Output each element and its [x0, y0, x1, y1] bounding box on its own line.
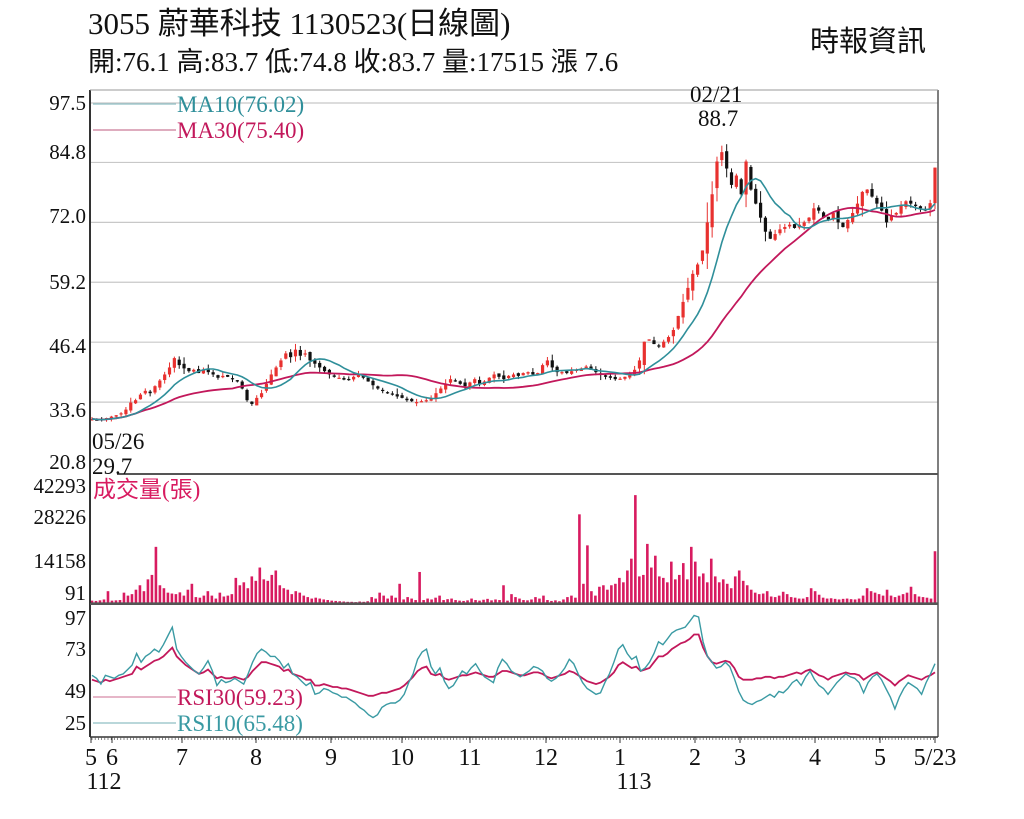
low-date: 05/26	[92, 429, 144, 454]
x-tick-label: 5/23	[914, 745, 957, 771]
volume-label: 成交量(張)	[93, 477, 200, 502]
ma30-legend-label: MA30(75.40)	[177, 118, 304, 143]
x-tick-label: 12	[534, 745, 558, 771]
x-tick-label: 7	[176, 745, 188, 771]
x-tick-label: 6	[106, 745, 118, 771]
x-year-label: 113	[616, 769, 651, 795]
data-source-label: 時報資訊	[810, 26, 927, 58]
x-tick-label: 3	[734, 745, 746, 771]
y-tick-59-2: 59.2	[49, 270, 86, 294]
vol-tick-14158: 14158	[34, 549, 87, 573]
y-tick-20-8: 20.8	[49, 450, 86, 474]
low-annotation: 05/26 29.7	[92, 429, 144, 479]
rsi-y-axis-labels: 97 73 49 25	[65, 606, 86, 735]
vol-tick-91: 91	[65, 581, 86, 605]
x-tick-label: 2	[689, 745, 701, 771]
y-tick-33-6: 33.6	[49, 398, 86, 422]
x-axis-minor-ticks	[90, 737, 936, 743]
rsi30-legend-label: RSI30(59.23)	[177, 685, 303, 710]
x-year-label: 112	[86, 769, 121, 795]
rsi-tick-73: 73	[65, 637, 86, 661]
y-tick-84-8: 84.8	[49, 140, 86, 164]
volume-bars	[90, 495, 938, 604]
rsi10-line	[91, 614, 936, 719]
ma10-line	[91, 177, 936, 421]
x-tick-label: 4	[809, 745, 821, 771]
ohlc-summary: 開:76.1 高:83.7 低:74.8 收:83.7 量:17515 漲 7.…	[88, 47, 619, 77]
y-tick-97-5: 97.5	[49, 91, 86, 115]
y-tick-72-0: 72.0	[49, 204, 86, 228]
rsi-tick-25: 25	[65, 711, 86, 735]
chart-title: 3055 蔚華科技 1130523(日線圖)	[88, 6, 511, 41]
rsi-legend: RSI30(59.23) RSI10(65.48)	[93, 685, 303, 736]
ma30-line	[91, 206, 936, 421]
rsi-tick-97: 97	[65, 606, 86, 630]
high-date: 02/21	[690, 82, 742, 107]
y-tick-46-4: 46.4	[49, 334, 86, 358]
ma10-legend-label: MA10(76.02)	[177, 92, 304, 117]
x-tick-label: 9	[325, 745, 337, 771]
vol-tick-42293: 42293	[34, 474, 87, 498]
ma-legend: MA10(76.02) MA30(75.40)	[93, 92, 304, 143]
rsi10-legend-label: RSI10(65.48)	[177, 711, 303, 736]
candlesticks	[90, 144, 937, 422]
x-tick-label: 8	[250, 745, 262, 771]
x-tick-label: 5	[874, 745, 886, 771]
x-tick-label: 5	[85, 745, 97, 771]
rsi-tick-49: 49	[65, 679, 86, 703]
low-value: 29.7	[92, 454, 132, 479]
high-annotation: 02/21 88.7	[690, 82, 742, 131]
high-value: 88.7	[698, 106, 738, 131]
price-y-axis-labels: 97.5 84.8 72.0 59.2 46.4 33.6 20.8	[49, 91, 86, 474]
gridlines	[90, 102, 938, 403]
vol-tick-28226: 28226	[34, 505, 87, 529]
x-tick-label: 11	[458, 745, 481, 771]
x-tick-label: 10	[390, 745, 414, 771]
x-tick-label: 1	[614, 745, 626, 771]
volume-y-axis-labels: 42293 28226 14158 91	[34, 474, 87, 605]
